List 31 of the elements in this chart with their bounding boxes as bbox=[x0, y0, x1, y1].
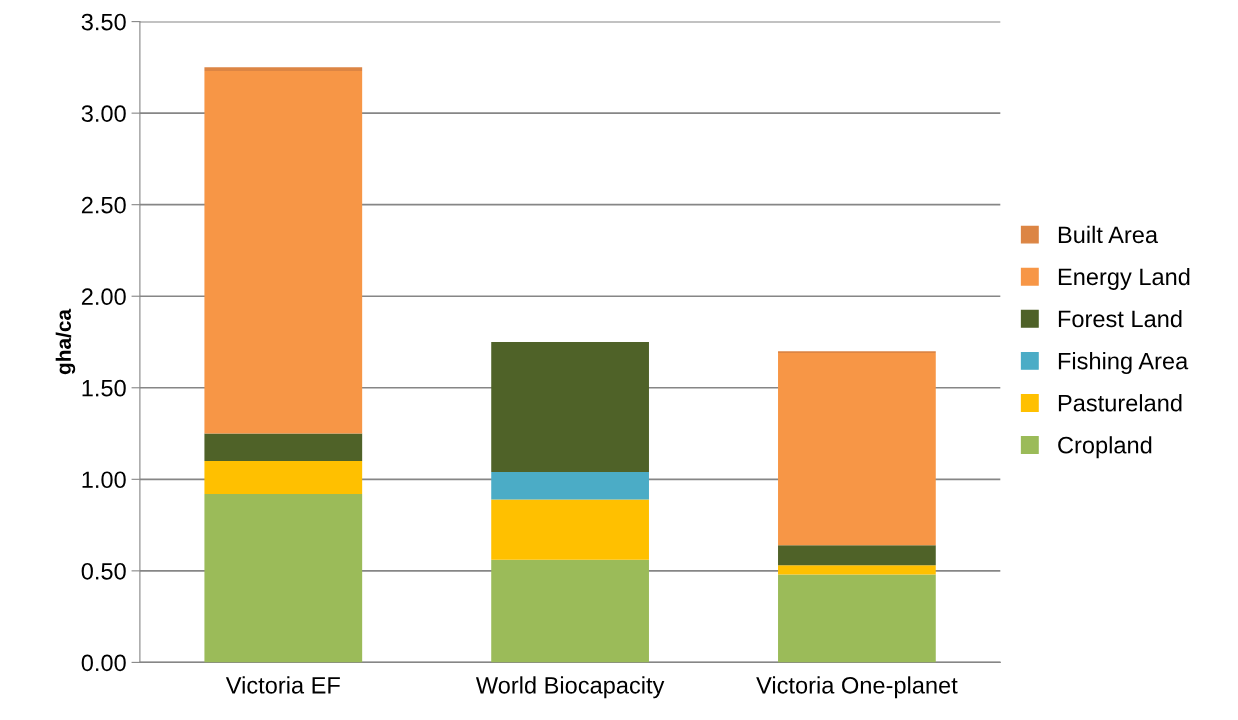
bar bbox=[491, 499, 649, 560]
bar bbox=[778, 352, 936, 546]
legend-label: Cropland bbox=[1058, 436, 1152, 459]
y-tick-label: 0.50 bbox=[81, 562, 126, 580]
legend-label: Pastureland bbox=[1058, 394, 1182, 412]
legend-label: Fishing Area bbox=[1058, 352, 1189, 375]
y-tick-label: 1.50 bbox=[82, 379, 126, 397]
bar bbox=[491, 559, 649, 663]
y-tick-label: 2.50 bbox=[81, 196, 126, 214]
bar bbox=[204, 461, 363, 494]
y-tick-label: 3.00 bbox=[81, 105, 126, 122]
bar bbox=[204, 493, 363, 663]
bar bbox=[491, 471, 649, 500]
y-tick-label: 0.00 bbox=[81, 654, 126, 672]
bar bbox=[778, 545, 936, 566]
bar bbox=[204, 433, 363, 462]
bar bbox=[778, 565, 936, 575]
y-tick-label: 2.00 bbox=[81, 288, 126, 306]
bar bbox=[204, 67, 363, 72]
legend-label: Energy Land bbox=[1058, 267, 1190, 290]
bar bbox=[491, 342, 649, 472]
bar bbox=[204, 71, 363, 434]
y-tick-label: 3.50 bbox=[81, 13, 126, 31]
x-tick-label: Victoria EF bbox=[225, 676, 340, 694]
x-tick-label: World Biocapacity bbox=[475, 676, 665, 699]
legend-label: Forest Land bbox=[1058, 309, 1182, 328]
y-tick-label: 1.00 bbox=[82, 471, 126, 489]
y-axis-title: gha/ca bbox=[55, 308, 76, 375]
legend-label: Built Area bbox=[1058, 225, 1159, 244]
x-tick-label: Victoria One-planet bbox=[756, 676, 958, 699]
bar bbox=[778, 574, 936, 663]
